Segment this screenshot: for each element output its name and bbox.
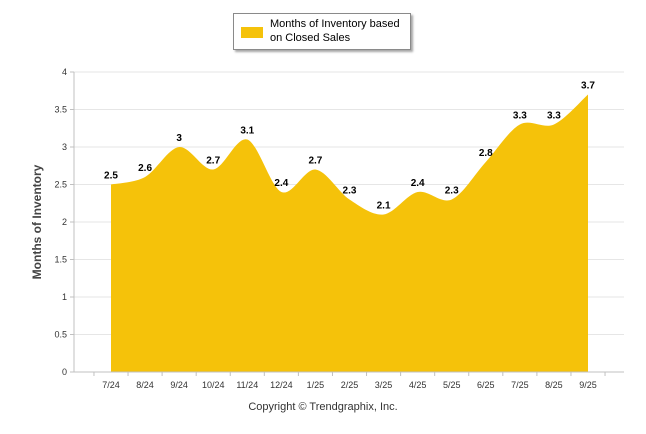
x-tick-label: 2/25 — [341, 380, 359, 390]
x-tick-label: 8/24 — [136, 380, 154, 390]
axes — [70, 71, 624, 376]
x-tick-label: 11/24 — [236, 380, 258, 390]
x-tick-label: 4/25 — [409, 380, 427, 390]
x-tick-label: 1/25 — [307, 380, 325, 390]
data-label: 3.3 — [547, 111, 561, 122]
x-tick-label: 8/25 — [545, 380, 563, 390]
y-tick-label: 0 — [62, 367, 67, 377]
x-tick-label: 7/24 — [102, 380, 120, 390]
y-axis-title: Months of Inventory — [30, 164, 44, 279]
data-label: 2.7 — [308, 156, 322, 167]
legend-label: Months of Inventory based on Closed Sale… — [270, 18, 400, 44]
x-tick-label: 9/25 — [579, 380, 597, 390]
data-label: 2.7 — [206, 156, 220, 167]
y-tick-label: 3.5 — [54, 105, 67, 115]
x-tick-label: 6/25 — [477, 380, 495, 390]
data-labels: 2.5 2.6 3 2.7 3.1 2.4 2.7 2.3 2.1 2.4 2.3 2.8 3.3 3.3… — [104, 81, 595, 212]
data-label: 2.8 — [479, 148, 493, 159]
y-tick-label: 0.5 — [54, 330, 67, 340]
data-label: 3.7 — [581, 81, 595, 92]
data-label: 2.1 — [377, 201, 391, 212]
data-label: 3 — [176, 133, 182, 144]
y-tick-label: 2 — [62, 217, 67, 227]
area-fill — [111, 94, 588, 372]
x-tick-label: 5/25 — [443, 380, 461, 390]
copyright-text: Copyright © Trendgraphix, Inc. — [248, 401, 398, 413]
x-tick-label: 3/25 — [375, 380, 393, 390]
data-label: 3.3 — [513, 111, 527, 122]
area-series — [111, 94, 588, 372]
y-tick-label: 1.5 — [54, 255, 67, 265]
data-label: 2.6 — [138, 163, 152, 174]
y-tick-label: 4 — [62, 67, 67, 77]
legend-swatch — [241, 27, 263, 38]
y-tick-label: 2.5 — [54, 180, 67, 190]
y-tick-label: 1 — [62, 292, 67, 302]
y-tick-labels: 0 0.5 1 1.5 2 2.5 3 3.5 4 — [54, 67, 67, 377]
data-label: 2.4 — [411, 178, 425, 189]
x-tick-label: 7/25 — [511, 380, 529, 390]
legend: Months of Inventory based on Closed Sale… — [233, 13, 411, 50]
data-label: 2.5 — [104, 171, 118, 182]
x-tick-label: 10/24 — [202, 380, 225, 390]
x-tick-labels: 7/24 8/24 9/24 10/24 11/24 12/24 1/25 2/25 3/25 4… — [102, 380, 597, 390]
data-label: 2.3 — [445, 186, 459, 197]
y-tick-label: 3 — [62, 142, 67, 152]
data-label: 2.3 — [343, 186, 357, 197]
data-label: 3.1 — [240, 126, 254, 137]
data-label: 2.4 — [274, 178, 288, 189]
x-tick-label: 9/24 — [170, 380, 188, 390]
x-tick-label: 12/24 — [270, 380, 293, 390]
